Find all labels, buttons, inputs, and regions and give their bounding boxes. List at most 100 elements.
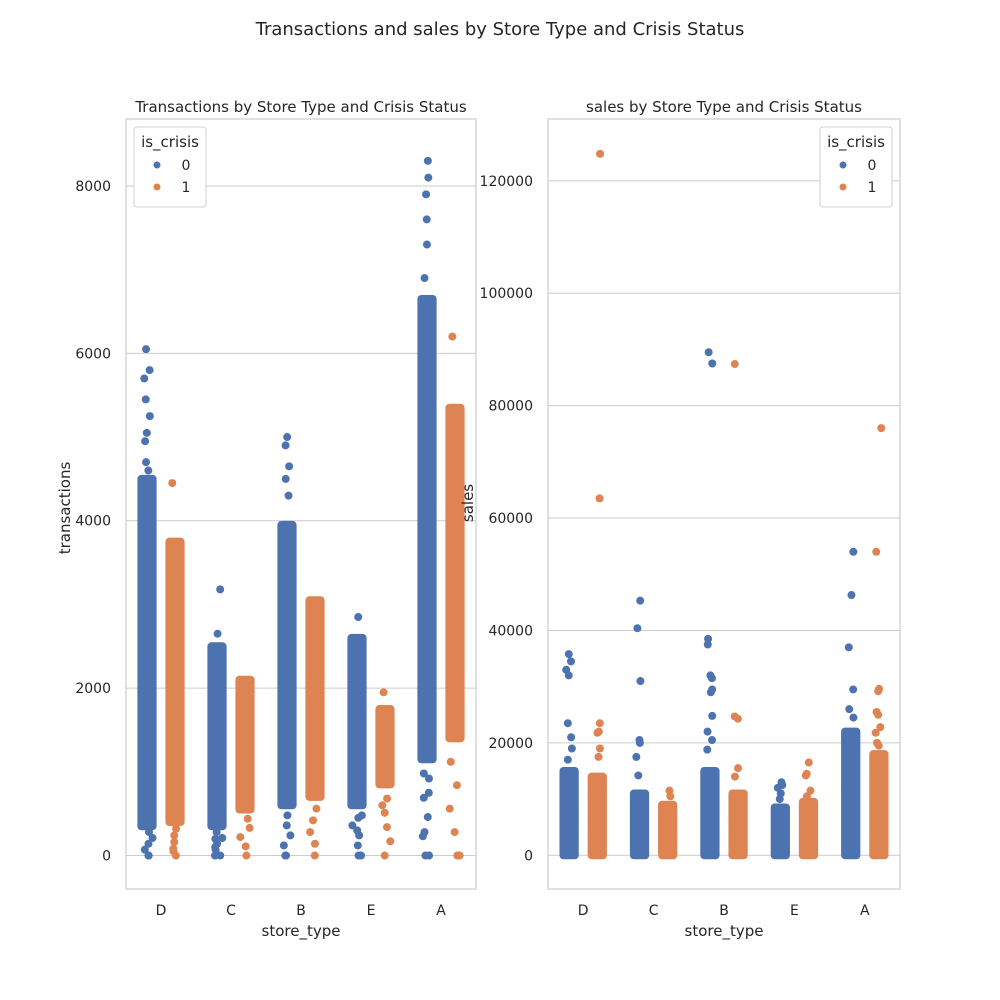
data-point (142, 519, 151, 528)
data-point (139, 741, 148, 750)
data-point (172, 687, 181, 696)
data-point (450, 828, 459, 837)
data-point (851, 779, 860, 788)
legend-label: 0 (182, 158, 191, 174)
data-point (210, 674, 219, 683)
data-point (306, 828, 315, 837)
data-point (357, 749, 366, 758)
data-point (634, 771, 643, 780)
data-point (383, 794, 392, 803)
data-point (588, 825, 597, 834)
data-point (454, 409, 463, 418)
data-point (211, 753, 220, 762)
data-point (776, 805, 785, 814)
data-point (595, 719, 604, 728)
data-point (382, 706, 391, 715)
data-point (734, 834, 743, 843)
data-point (170, 831, 179, 840)
data-point (875, 776, 884, 785)
data-point (285, 462, 294, 471)
series-is-crisis-0 (559, 348, 861, 860)
data-point (806, 845, 815, 854)
data-point (281, 474, 290, 483)
legend-marker-is-crisis-1 (839, 183, 847, 191)
data-point (771, 830, 780, 839)
data-point (237, 706, 246, 715)
x-tick-label: A (436, 903, 446, 919)
data-point (567, 733, 576, 742)
data-point (380, 730, 389, 739)
data-point (245, 823, 254, 832)
data-point (666, 792, 675, 801)
data-point (142, 345, 151, 354)
legend-label: 1 (868, 180, 877, 196)
data-point (453, 661, 462, 670)
data-point (169, 847, 178, 856)
y-axis-label: sales (459, 484, 477, 522)
data-point (284, 491, 293, 500)
data-point (140, 695, 149, 704)
data-point (380, 808, 389, 817)
data-point (732, 812, 741, 821)
data-point (808, 814, 817, 823)
data-point (639, 816, 648, 825)
data-point (734, 822, 743, 831)
data-point (354, 813, 363, 822)
data-point (379, 720, 388, 729)
data-point (423, 156, 432, 165)
data-point (701, 770, 710, 779)
data-point (591, 835, 600, 844)
x-tick-label: A (860, 903, 870, 919)
legend: is_crisis 0 1 (819, 126, 893, 208)
y-tick-label: 80000 (488, 399, 533, 415)
data-point (455, 716, 464, 725)
data-point (168, 479, 177, 488)
y-tick-label: 8000 (75, 179, 111, 195)
data-point (145, 366, 154, 375)
data-point (844, 643, 853, 652)
data-point (566, 782, 575, 791)
plot-frame (547, 118, 901, 890)
legend: is_crisis 0 1 (133, 126, 207, 208)
data-point (170, 838, 179, 847)
strip-band-E-0 (347, 633, 367, 810)
data-point (144, 839, 153, 848)
data-point (312, 706, 321, 715)
data-point (872, 547, 881, 556)
data-point (869, 828, 878, 837)
x-tick-label: E (790, 903, 799, 919)
data-point (246, 710, 255, 719)
data-point (421, 346, 430, 355)
data-point (175, 730, 184, 739)
data-point (140, 845, 149, 854)
x-tick-label: B (296, 903, 306, 919)
data-point (424, 173, 433, 182)
legend-marker-is-crisis-1 (153, 183, 161, 191)
data-point (279, 663, 288, 672)
y-axis-label: transactions (56, 462, 74, 555)
series-is-crisis-1 (587, 149, 889, 860)
legend-label: 0 (868, 158, 877, 174)
data-point (850, 799, 859, 808)
data-point (592, 804, 601, 813)
data-point (775, 841, 784, 850)
data-point (284, 641, 293, 650)
data-point (870, 843, 879, 852)
legend-box (133, 126, 207, 208)
data-point (418, 575, 427, 584)
data-point (564, 650, 573, 659)
data-point (841, 777, 850, 786)
data-point (143, 755, 152, 764)
data-point (310, 839, 319, 848)
data-point (419, 769, 428, 778)
data-point (353, 841, 362, 850)
data-point (570, 807, 579, 816)
data-point (211, 843, 220, 852)
data-point (704, 348, 713, 357)
data-point (210, 770, 219, 779)
data-point (378, 801, 387, 810)
data-point (172, 824, 181, 833)
data-point (736, 842, 745, 851)
data-point (779, 829, 788, 838)
